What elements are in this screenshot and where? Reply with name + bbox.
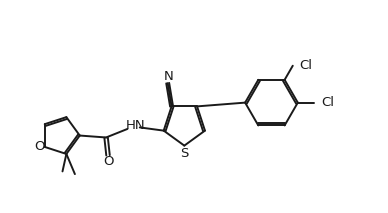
Text: Cl: Cl <box>321 96 334 109</box>
Text: O: O <box>103 155 113 168</box>
Text: HN: HN <box>126 119 146 132</box>
Text: N: N <box>164 70 173 83</box>
Text: O: O <box>34 140 45 153</box>
Text: Cl: Cl <box>300 59 313 72</box>
Text: S: S <box>180 147 189 160</box>
